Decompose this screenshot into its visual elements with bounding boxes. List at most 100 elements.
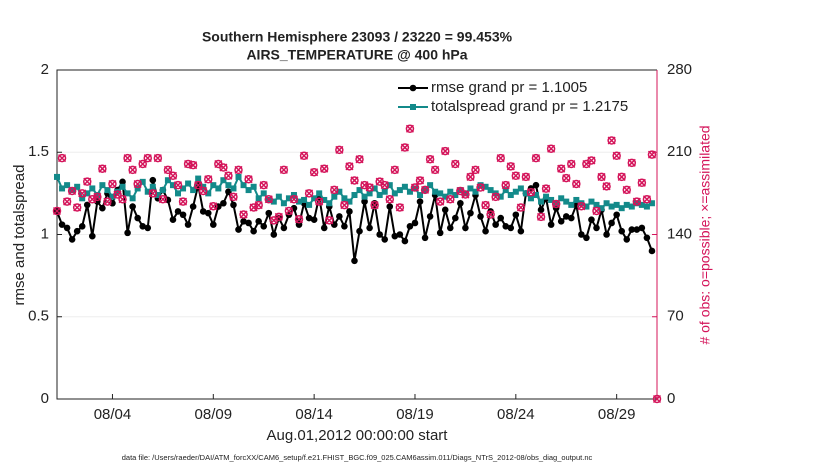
y2-tick-label: 0 — [667, 390, 675, 407]
point — [406, 188, 413, 195]
obs-possible — [491, 192, 500, 202]
point — [381, 188, 388, 195]
point — [462, 190, 469, 197]
point — [563, 198, 570, 205]
obs-possible — [219, 163, 228, 172]
obs-assimilated — [390, 165, 399, 174]
obs-possible — [637, 178, 647, 188]
point — [537, 206, 545, 214]
obs-assimilated — [158, 195, 167, 204]
obs-possible — [521, 172, 531, 182]
obs-possible — [577, 202, 586, 211]
point — [562, 213, 570, 220]
obs-assimilated — [189, 161, 198, 170]
obs-possible — [133, 179, 142, 189]
obs-assimilated — [179, 197, 188, 206]
obs-assimilated — [451, 159, 460, 169]
obs-assimilated — [632, 197, 641, 206]
obs-possible — [541, 184, 551, 193]
obs-assimilated — [562, 174, 571, 183]
obs-assimilated — [637, 178, 646, 187]
obs-assimilated — [330, 185, 339, 194]
obs-possible — [531, 153, 541, 163]
point — [497, 193, 504, 200]
point — [467, 209, 474, 217]
obs-possible — [461, 190, 470, 199]
obs-possible — [572, 179, 581, 189]
obs-assimilated — [289, 195, 299, 204]
y2-tick-label: 210 — [667, 143, 692, 160]
obs-assimilated — [365, 183, 374, 192]
obs-assimilated — [496, 154, 505, 163]
obs-assimilated — [274, 212, 283, 221]
obs-possible — [113, 190, 122, 199]
obs-possible — [440, 146, 450, 156]
point — [482, 183, 489, 190]
y-axis-label: rmse and totalspread — [11, 165, 28, 306]
point — [452, 192, 459, 199]
point — [270, 231, 278, 238]
point — [472, 188, 479, 195]
point — [452, 214, 459, 222]
point — [64, 182, 71, 189]
obs-possible — [299, 151, 309, 161]
obs-possible — [143, 153, 153, 163]
obs-assimilated — [642, 195, 651, 204]
point — [149, 176, 157, 184]
point — [331, 193, 338, 200]
obs-assimilated — [557, 164, 566, 173]
obs-possible — [451, 159, 460, 169]
point — [235, 226, 242, 233]
obs-assimilated — [325, 216, 334, 225]
obs-possible — [209, 202, 218, 211]
obs-assimilated — [73, 203, 82, 212]
obs-possible — [365, 183, 374, 192]
point — [250, 227, 257, 235]
point — [230, 201, 237, 209]
point — [578, 231, 585, 238]
point — [427, 182, 434, 189]
point — [149, 183, 156, 190]
obs-possible — [476, 183, 485, 192]
point — [54, 173, 60, 180]
point — [411, 219, 419, 227]
obs-possible — [481, 200, 490, 210]
obs-possible — [345, 162, 354, 171]
x-axis-label: Aug.01,2012 00:00:00 start — [267, 427, 449, 444]
obs-assimilated — [345, 162, 354, 171]
point — [305, 214, 313, 222]
obs-possible — [264, 195, 274, 204]
obs-assimilated — [118, 195, 127, 204]
obs-assimilated — [63, 197, 72, 206]
obs-possible — [148, 189, 158, 198]
obs-assimilated — [572, 179, 581, 189]
obs-possible — [340, 200, 349, 210]
point — [512, 211, 520, 219]
point — [164, 177, 171, 184]
point — [532, 192, 539, 199]
obs-possible — [652, 394, 662, 404]
obs-assimilated — [148, 189, 157, 198]
obs-assimilated — [173, 181, 183, 190]
point — [492, 221, 499, 228]
point — [154, 192, 161, 199]
obs-assimilated — [340, 201, 349, 210]
obs-assimilated — [355, 155, 364, 164]
point — [250, 183, 257, 190]
point — [240, 218, 247, 225]
obs-assimilated — [143, 154, 152, 163]
point — [139, 222, 147, 230]
obs-possible — [93, 192, 102, 202]
point — [633, 200, 640, 207]
obs-possible — [370, 200, 379, 210]
obs-possible — [567, 159, 576, 169]
obs-assimilated — [320, 164, 329, 173]
point — [502, 222, 510, 230]
obs-possible — [556, 164, 566, 173]
point — [421, 234, 429, 242]
point — [487, 187, 494, 194]
obs-assimilated — [486, 210, 495, 219]
obs-assimilated — [627, 158, 636, 167]
obs-assimilated — [592, 206, 601, 216]
